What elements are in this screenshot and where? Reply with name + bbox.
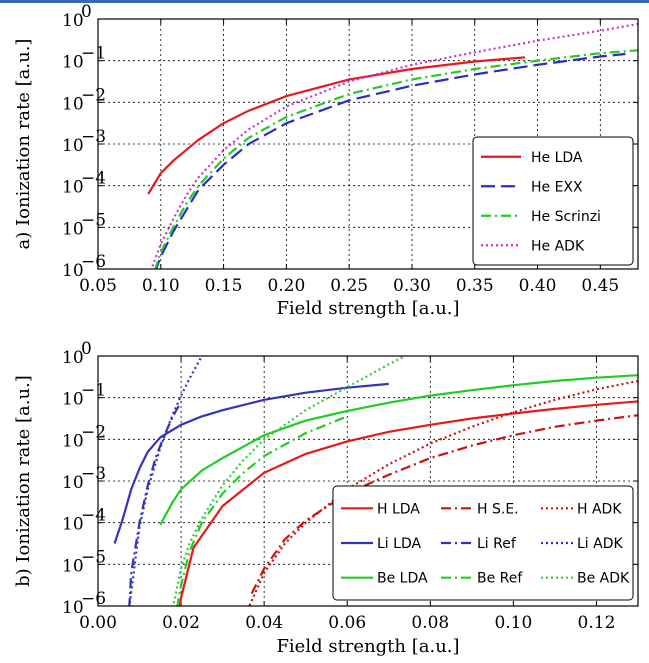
legend-label: Li LDA (377, 536, 421, 552)
legend-label: Li Ref (477, 536, 517, 552)
plot-frame (97, 18, 639, 270)
y-tick-exponent: 0 (81, 339, 92, 359)
series-line-he-exx (154, 52, 626, 269)
y-tick-label: 10 (62, 178, 84, 198)
legend-label: He ADK (531, 238, 585, 254)
y-tick-exponent: 0 (81, 2, 92, 22)
x-tick-label: 0.30 (393, 276, 431, 296)
y-tick-label: 10 (62, 348, 84, 368)
y-tick-label: 10 (62, 515, 84, 535)
legend-label: He EXX (531, 179, 583, 195)
y-tick-exponent: −2 (81, 422, 106, 442)
x-tick-label: 0.04 (245, 613, 283, 633)
x-tick-label: 0.15 (205, 276, 243, 296)
x-tick-label: 0.12 (578, 613, 616, 633)
y-tick-label: 10 (62, 431, 84, 451)
legend-label: H ADK (577, 501, 622, 517)
x-axis-label: Field strength [a.u.] (276, 298, 459, 319)
y-axis-label: a) Ionization rate [a.u.] (13, 39, 34, 250)
y-tick-label: 10 (62, 136, 84, 156)
y-tick-exponent: −4 (81, 506, 106, 526)
legend-label: He Scrinzi (531, 209, 601, 225)
y-tick-exponent: −3 (81, 127, 106, 147)
x-tick-label: 0.10 (494, 613, 532, 633)
x-tick-label: 0.10 (142, 276, 180, 296)
x-tick-label: 0.05 (79, 276, 117, 296)
y-tick-exponent: −5 (81, 210, 106, 230)
panel-a: 0.05 0.10 0.15 0.20 0.25 0.30 0.35 0.40 0.451001… (13, 2, 639, 319)
series-line-be-adk (172, 356, 406, 606)
legend-label: H LDA (377, 501, 420, 517)
y-tick-exponent: −4 (81, 169, 106, 189)
y-tick-label: 10 (62, 219, 84, 239)
series-line-h-adk (248, 379, 638, 606)
legend: He LDA He EXX He Scrinzi He ADK (472, 136, 634, 266)
series-line-be-lda (159, 374, 638, 526)
series-line-he-lda (147, 56, 526, 195)
legend-label: H S.E. (477, 501, 519, 517)
legend: H LDA H S.E. H ADK Li LDA Li Ref Li ADK Be LDA… (332, 485, 634, 601)
y-tick-label: 10 (62, 473, 84, 493)
x-tick-label: 0.08 (411, 613, 449, 633)
legend-box (332, 485, 634, 601)
x-tick-label: 0.40 (519, 276, 557, 296)
y-tick-exponent: −2 (81, 85, 106, 105)
legend-label: Li ADK (577, 536, 623, 552)
x-tick-label: 0.00 (79, 613, 117, 633)
series-line-li-adk (128, 356, 203, 606)
legend-label: Be LDA (377, 571, 428, 587)
x-tick-label: 0.06 (328, 613, 366, 633)
series-line-h-s-e- (250, 414, 638, 594)
series-line-he-adk (150, 22, 638, 269)
series-line-be-ref (176, 415, 348, 606)
x-tick-label: 0.25 (330, 276, 368, 296)
y-tick-exponent: −1 (81, 381, 106, 401)
y-tick-label: 10 (62, 598, 84, 618)
y-tick-exponent: −6 (81, 252, 106, 272)
x-axis-label: Field strength [a.u.] (276, 636, 459, 657)
series-line-li-ref (128, 401, 183, 606)
y-axis-label: b) Ionization rate [a.u.] (13, 375, 34, 587)
y-tick-label: 10 (62, 261, 84, 281)
series-group (113, 356, 638, 606)
y-tick-exponent: −5 (81, 547, 106, 567)
x-tick-label: 0.35 (456, 276, 494, 296)
y-tick-exponent: −3 (81, 464, 106, 484)
x-tick-label: 0.45 (581, 276, 619, 296)
y-tick-label: 10 (62, 94, 84, 114)
series-group (147, 22, 638, 269)
legend-label: He LDA (531, 150, 583, 166)
legend-label: Be ADK (577, 571, 630, 587)
y-tick-exponent: −6 (81, 589, 106, 609)
series-line-h-lda (178, 400, 638, 606)
y-tick-exponent: −1 (81, 44, 106, 64)
y-tick-label: 10 (62, 11, 84, 31)
plot-frame (97, 355, 639, 607)
y-tick-label: 10 (62, 53, 84, 73)
panel-b: 0.00 0.02 0.04 0.06 0.08 0.10 0.1210010−110−21… (13, 339, 639, 657)
x-tick-label: 0.20 (267, 276, 305, 296)
top-rule (0, 0, 649, 3)
series-line-he-scrinzi (154, 49, 638, 269)
y-tick-label: 10 (62, 556, 84, 576)
x-tick-label: 0.02 (162, 613, 200, 633)
legend-box (472, 136, 634, 266)
y-tick-label: 10 (62, 390, 84, 410)
series-line-li-lda (113, 382, 389, 544)
legend-label: Be Ref (477, 571, 523, 587)
